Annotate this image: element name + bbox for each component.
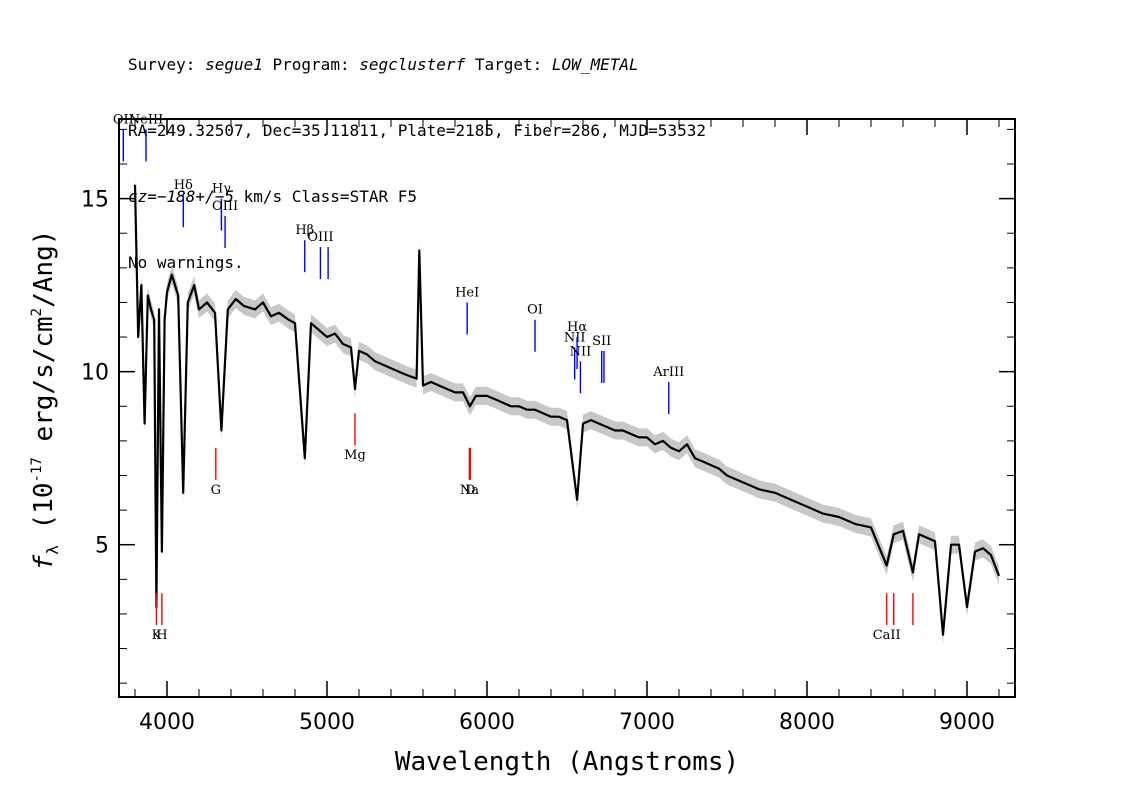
plot-frame xyxy=(118,118,1016,698)
header-line-1: Survey: segue1 Program: segclusterf Targ… xyxy=(128,55,639,74)
spectral-line-label: NII xyxy=(570,344,592,359)
axes: 4000 5000 6000 7000 8000 9000 5 10 15 xyxy=(81,118,1016,735)
spectral-line-label: K xyxy=(152,628,162,643)
x-tick-label: 8000 xyxy=(779,710,835,735)
header-line-2: RA=249.32507, Dec=35.11811, Plate=2185, … xyxy=(128,121,706,140)
y-tick-label: 10 xyxy=(81,361,109,386)
spectral-line-label: NII xyxy=(564,330,586,345)
x-tick-label: 5000 xyxy=(299,710,355,735)
spectral-line-label: Hα xyxy=(567,320,587,335)
x-tick-label: 4000 xyxy=(139,710,195,735)
spectral-line-label: ArIII xyxy=(652,365,684,380)
spectral-line-label: G xyxy=(211,483,221,498)
x-tick-label: 6000 xyxy=(459,710,515,735)
spectral-line-label: Na xyxy=(460,483,479,498)
spectral-line-label: CaII xyxy=(873,628,901,643)
spectral-line-label: OIII xyxy=(212,199,238,214)
x-tick-label: 7000 xyxy=(619,710,675,735)
spectral-line-label: Hδ xyxy=(174,178,193,193)
y-axis-title: fλ (10-17 erg/s/cm2/Ang) xyxy=(29,230,62,571)
y-tick-label: 15 xyxy=(81,188,109,213)
y-tick-label: 5 xyxy=(95,534,109,559)
spectral-line-label: Hγ xyxy=(212,182,231,197)
flux-series-line xyxy=(133,184,1001,636)
spectral-line-label: OIII xyxy=(307,230,333,245)
spectral-line-label: Mg xyxy=(344,448,366,463)
spectral-line-label: HeI xyxy=(455,285,479,300)
spectral-line-label: H xyxy=(156,628,167,643)
spectral-line-label: SII xyxy=(592,334,611,349)
x-axis-title: Wavelength (Angstroms) xyxy=(395,747,739,777)
spectral-line-label: D xyxy=(465,483,475,498)
header-line-3: cz=−188+/−5 km/s Class=STAR F5 xyxy=(128,187,417,206)
spectral-line-label: OI xyxy=(527,303,543,318)
spectral-line-label: Hβ xyxy=(295,223,314,238)
spectrum-header: Survey: segue1 Program: segclusterf Targ… xyxy=(128,10,706,296)
x-tick-label: 9000 xyxy=(939,710,995,735)
flux-error-band xyxy=(135,175,999,644)
